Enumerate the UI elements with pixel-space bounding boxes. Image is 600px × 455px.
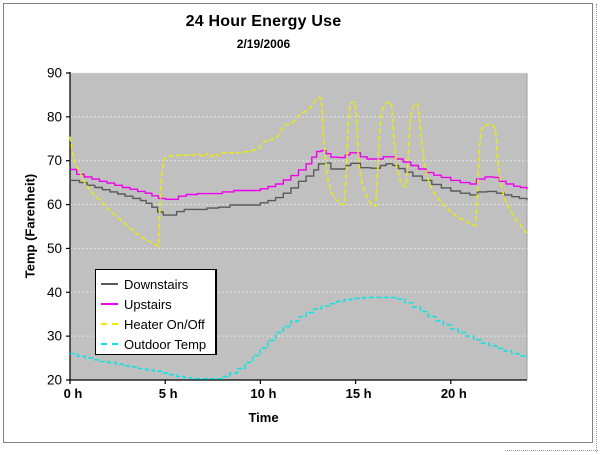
legend-swatch-heater-line-icon: [101, 323, 118, 325]
series-line-heater-on-off: [69, 96, 528, 247]
y-tick-label-30: 30: [47, 329, 62, 344]
legend-label-heater: Heater On/Off: [124, 316, 205, 332]
series-line-downstairs: [70, 162, 528, 216]
x-axis-title: Time: [248, 410, 279, 425]
x-tick-label-5: 5 h: [159, 386, 178, 401]
y-tick-label-90: 90: [47, 66, 62, 81]
y-tick-label-20: 20: [47, 373, 62, 388]
legend-row-downstairs: Downstairs: [101, 274, 215, 294]
x-tick-label-10: 10 h: [250, 386, 276, 401]
series-line-upstairs: [70, 149, 528, 200]
y-tick-label-60: 60: [47, 197, 62, 212]
legend-label-outdoor: Outdoor Temp: [124, 336, 207, 352]
selection-marquee-bottom: [505, 450, 598, 451]
x-tick-label-15: 15 h: [346, 386, 372, 401]
chart-frame: [3, 3, 593, 443]
legend-row-heater: Heater On/Off: [101, 314, 215, 334]
legend-swatch-outdoor-line-icon: [101, 343, 118, 345]
chart-title: 24 Hour Energy Use: [185, 13, 342, 30]
y-tick-label-80: 80: [47, 109, 62, 124]
legend-swatch-upstairs-line-icon: [101, 303, 118, 305]
x-tick-label-0: 0 h: [64, 386, 83, 401]
legend-label-upstairs: Upstairs: [124, 296, 172, 312]
y-tick-label-70: 70: [47, 153, 62, 168]
legend-label-downstairs: Downstairs: [124, 276, 189, 292]
legend: Downstairs Upstairs Heater On/Off Outdoo…: [95, 269, 217, 355]
legend-row-upstairs: Upstairs: [101, 294, 215, 314]
chart-subtitle: 2/19/2006: [236, 37, 291, 51]
x-tick-label-20: 20 h: [441, 386, 467, 401]
legend-row-outdoor: Outdoor Temp: [101, 334, 215, 354]
y-tick-label-40: 40: [47, 285, 62, 300]
selection-marquee-right: [596, 4, 597, 452]
legend-swatch-downstairs-line-icon: [101, 283, 118, 285]
y-axis-title: Temp (Farenheit): [22, 173, 38, 279]
series-line-outdoor-temp: [70, 296, 528, 380]
y-tick-label-50: 50: [47, 241, 62, 256]
